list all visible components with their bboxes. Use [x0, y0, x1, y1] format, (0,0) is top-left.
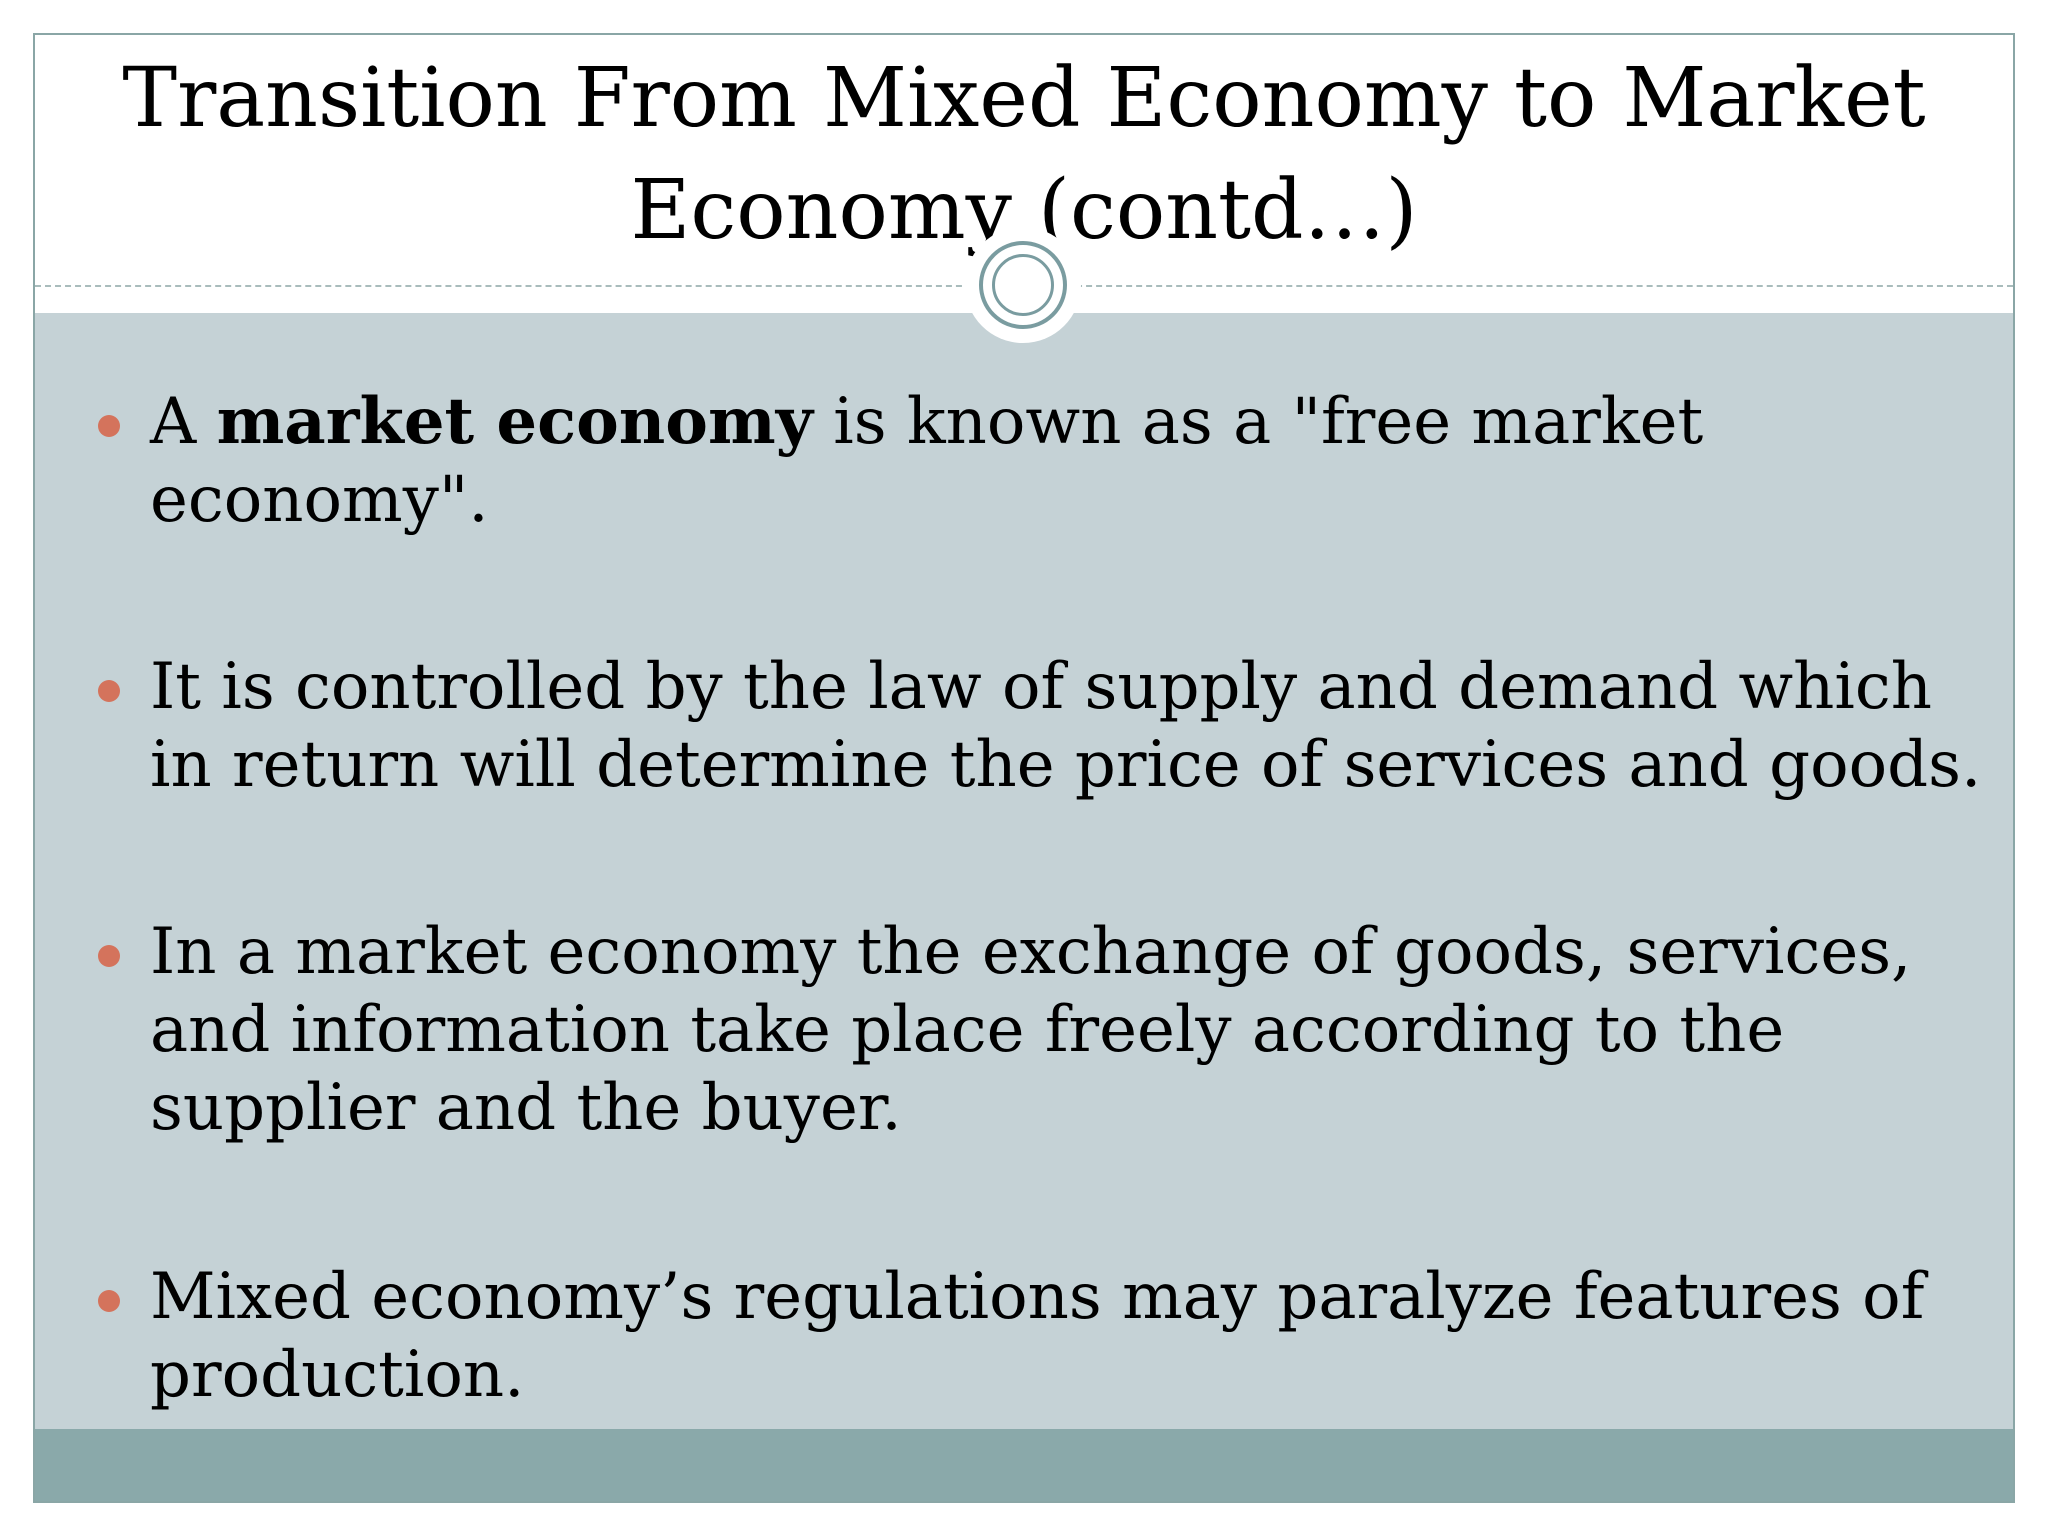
bullet-1-prefix: A: [150, 385, 217, 459]
slide: Transition From Mixed Economy to Market …: [33, 33, 2015, 1503]
bullet-item-4: Mixed economy’s regulations may paralyze…: [98, 1258, 1990, 1414]
bullet-marker-icon: [98, 680, 120, 702]
bullet-marker-icon: [98, 1290, 120, 1312]
bullet-3-text: In a market economy the exchange of good…: [150, 915, 1912, 1145]
circle-ornament-icon: [965, 227, 1081, 343]
ornament-inner-ring: [992, 254, 1054, 316]
bullet-1-bold-term: market economy: [216, 384, 813, 459]
ornament-outer-ring: [979, 241, 1067, 329]
bullet-item-1: A market economy is known as a "free mar…: [98, 383, 1990, 539]
footer-bar: [35, 1429, 2013, 1501]
slide-title: Transition From Mixed Economy to Market …: [122, 51, 1926, 258]
content-area: A market economy is known as a "free mar…: [35, 313, 2013, 1433]
bullet-2-text: It is controlled by the law of supply an…: [150, 650, 1982, 802]
bullet-1-suffix: is known as a "free market economy".: [150, 385, 1704, 537]
bullet-item-3: In a market economy the exchange of good…: [98, 913, 1990, 1147]
bullet-item-2: It is controlled by the law of supply an…: [98, 648, 1990, 804]
bullet-4-text: Mixed economy’s regulations may paralyze…: [150, 1260, 1925, 1412]
bullet-marker-icon: [98, 415, 120, 437]
bullet-marker-icon: [98, 945, 120, 967]
